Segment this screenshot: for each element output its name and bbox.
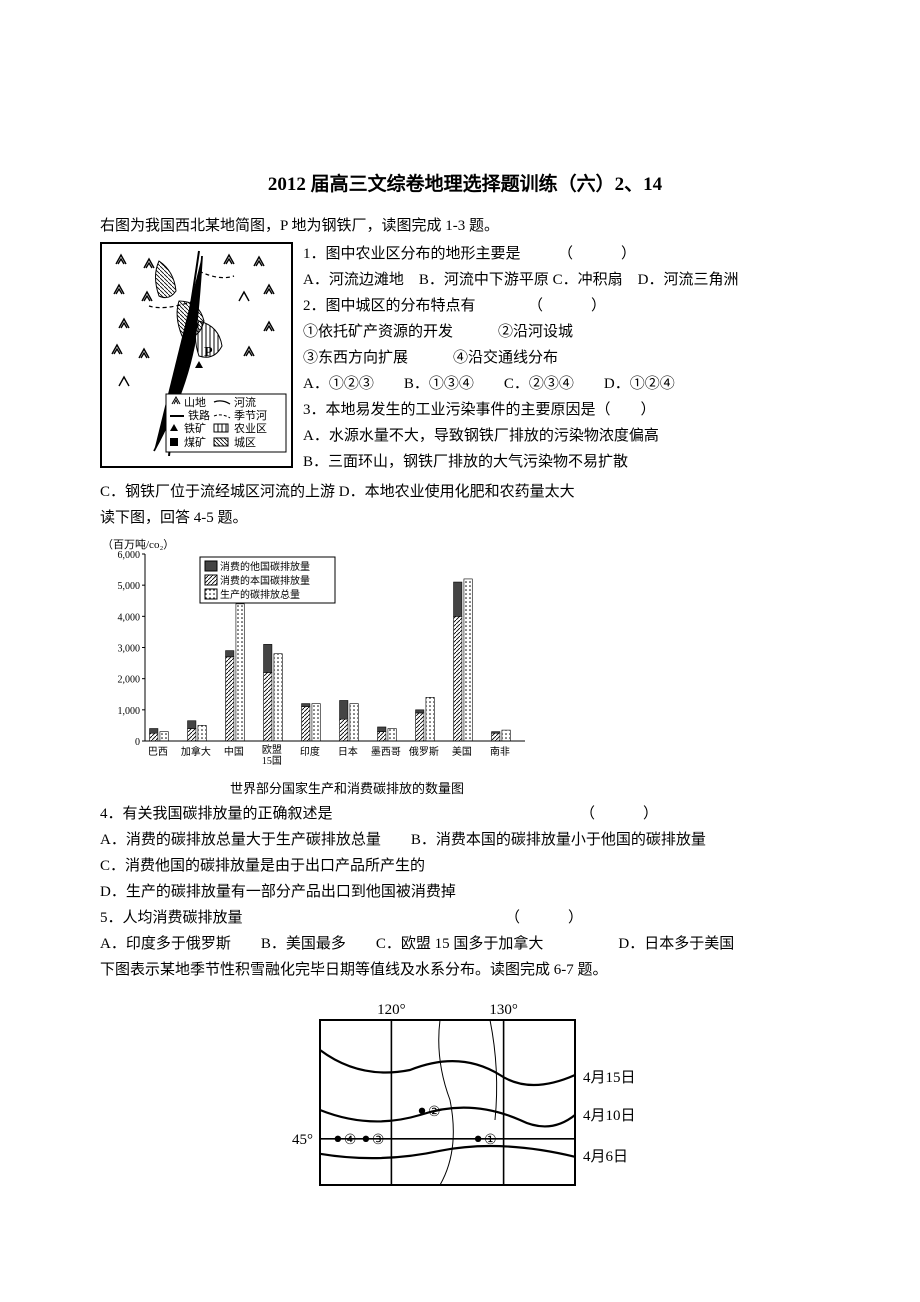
- q1-options: A．河流边滩地 B．河流中下游平原 C．冲积扇 D．河流三角洲: [303, 268, 830, 292]
- answer-blank: （ ）: [588, 806, 665, 822]
- svg-text:③: ③: [372, 1133, 385, 1148]
- chart-carbon-emissions: （百万吨/co₂）01,0002,0003,0004,0005,0006,000…: [100, 536, 830, 800]
- svg-text:欧盟: 欧盟: [262, 744, 282, 756]
- svg-text:墨西哥: 墨西哥: [371, 746, 401, 758]
- svg-text:农业区: 农业区: [234, 421, 267, 435]
- svg-text:俄罗斯: 俄罗斯: [409, 745, 439, 758]
- q4-optAB: A．消费的碳排放总量大于生产碳排放总量 B．消费本国的碳排放量小于他国的碳排放量: [100, 828, 830, 852]
- svg-text:①: ①: [484, 1133, 497, 1148]
- svg-text:铁矿: 铁矿: [184, 422, 206, 435]
- svg-text:铁路: 铁路: [188, 409, 210, 422]
- svg-text:中国: 中国: [224, 745, 244, 758]
- intro-q6-7: 下图表示某地季节性积雪融化完毕日期等值线及水系分布。读图完成 6-7 题。: [100, 958, 830, 982]
- svg-text:②: ②: [428, 1105, 441, 1120]
- map-northwest-icon: P 山地 河流 铁路 季节河 铁矿 农业区 煤矿 城区: [104, 246, 289, 456]
- svg-text:美国: 美国: [452, 745, 472, 758]
- svg-text:15国: 15国: [262, 755, 282, 767]
- svg-text:4月6日: 4月6日: [583, 1149, 628, 1165]
- svg-text:河流: 河流: [234, 395, 256, 409]
- svg-text:120°: 120°: [377, 1002, 406, 1018]
- svg-text:3,000: 3,000: [118, 644, 141, 655]
- svg-text:山地: 山地: [184, 396, 206, 409]
- svg-text:45°: 45°: [292, 1132, 313, 1148]
- q4-optD: D．生产的碳排放量有一部分产品出口到他国被消费掉: [100, 880, 830, 904]
- q3-optB: B．三面环山，钢铁厂排放的大气污染物不易扩散: [303, 450, 830, 474]
- contour-map-icon: 120° 130° 45° 4月15日 4月10日 4月6日 ① ② ③④: [265, 992, 665, 1207]
- q2-sub2: ③东西方向扩展 ④沿交通线分布: [303, 346, 830, 370]
- page-title: 2012 届高三文综卷地理选择题训练（六）2、14: [100, 170, 830, 200]
- svg-text:南非: 南非: [490, 745, 510, 758]
- bar-chart-icon: （百万吨/co₂）01,0002,0003,0004,0005,0006,000…: [100, 536, 530, 771]
- svg-text:生产的碳排放总量: 生产的碳排放总量: [220, 588, 300, 601]
- svg-text:④: ④: [344, 1133, 357, 1148]
- svg-text:巴西: 巴西: [148, 746, 168, 758]
- q2-sub1: ①依托矿产资源的开发 ②沿河设城: [303, 320, 830, 344]
- q2-options: A．①②③ B．①③④ C．②③④ D．①②④: [303, 372, 830, 396]
- svg-text:消费的本国碳排放量: 消费的本国碳排放量: [220, 574, 310, 587]
- svg-text:加拿大: 加拿大: [181, 745, 211, 758]
- answer-blank: （ ）: [536, 298, 613, 314]
- figure1-map: P 山地 河流 铁路 季节河 铁矿 农业区 煤矿 城区: [100, 242, 293, 468]
- svg-text:4月10日: 4月10日: [583, 1108, 636, 1124]
- intro-q1-3: 右图为我国西北某地简图，P 地为钢铁厂，读图完成 1-3 题。: [100, 214, 830, 238]
- svg-text:0: 0: [135, 737, 140, 748]
- svg-text:城区: 城区: [234, 436, 256, 449]
- svg-text:P: P: [204, 345, 213, 360]
- svg-text:5,000: 5,000: [118, 582, 141, 593]
- svg-text:6,000: 6,000: [118, 550, 141, 561]
- answer-blank: （ ）: [566, 246, 643, 262]
- svg-text:印度: 印度: [300, 745, 320, 758]
- q5-stem: 5．人均消费碳排放量 （ ）: [100, 906, 830, 930]
- svg-text:日本: 日本: [338, 745, 358, 758]
- figure1-and-q1-3: P 山地 河流 铁路 季节河 铁矿 农业区 煤矿 城区: [100, 242, 830, 476]
- svg-text:130°: 130°: [489, 1002, 517, 1018]
- svg-text:4,000: 4,000: [118, 613, 141, 624]
- svg-text:2,000: 2,000: [118, 675, 141, 686]
- svg-text:1,000: 1,000: [118, 706, 141, 717]
- chart1-caption: 世界部分国家生产和消费碳排放的数量图: [230, 779, 830, 800]
- q4-stem: 4．有关我国碳排放量的正确叙述是 （ ）: [100, 802, 830, 826]
- q1-stem: 1．图中农业区分布的地形主要是 （ ）: [303, 242, 830, 266]
- q2-stem: 2．图中城区的分布特点有 （ ）: [303, 294, 830, 318]
- q4-optC: C．消费他国的碳排放量是由于出口产品所产生的: [100, 854, 830, 878]
- q3-optC-D: C．钢铁厂位于流经城区河流的上游 D．本地农业使用化肥和农药量太大: [100, 480, 830, 504]
- svg-text:煤矿: 煤矿: [184, 436, 206, 449]
- svg-text:4月15日: 4月15日: [583, 1070, 636, 1086]
- svg-text:季节河: 季节河: [234, 409, 267, 422]
- figure2-snowmelt-map: 120° 130° 45° 4月15日 4月10日 4月6日 ① ② ③④: [100, 992, 830, 1215]
- q3-stem: 3．本地易发生的工业污染事件的主要原因是（ ）: [303, 398, 830, 422]
- svg-text:消费的他国碳排放量: 消费的他国碳排放量: [220, 560, 310, 573]
- intro-q4-5: 读下图，回答 4-5 题。: [100, 506, 830, 530]
- q5-options: A．印度多于俄罗斯 B．美国最多 C．欧盟 15 国多于加拿大 D．日本多于美国: [100, 932, 830, 956]
- answer-blank: （ ）: [513, 910, 590, 926]
- q3-optA: A．水源水量不大，导致钢铁厂排放的污染物浓度偏高: [303, 424, 830, 448]
